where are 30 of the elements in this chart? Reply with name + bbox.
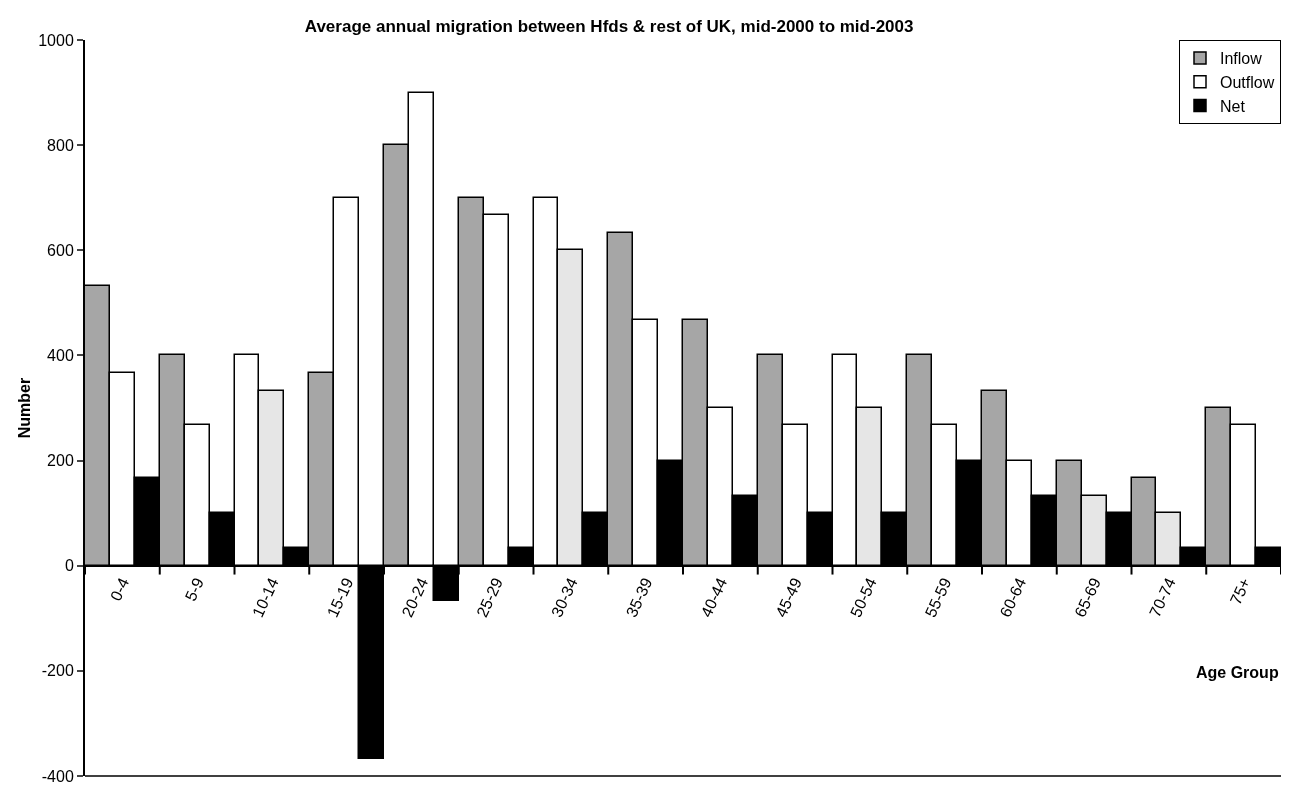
x-tick-label: 75+ — [1226, 575, 1254, 608]
x-tick-label: 65-69 — [1071, 575, 1105, 620]
y-tick-label: -400 — [41, 767, 74, 785]
y-tick-label: -200 — [41, 662, 74, 680]
y-tick-label: 600 — [47, 241, 74, 259]
y-axis-title: Number — [15, 377, 33, 439]
x-tick-label: 35-39 — [622, 575, 656, 620]
x-tick-label: 5-9 — [181, 575, 208, 604]
x-tick-label: 45-49 — [772, 575, 806, 620]
x-tick-label: 25-29 — [473, 575, 507, 620]
y-tick-label: 800 — [47, 136, 74, 154]
legend-label: Outflow — [1220, 73, 1275, 91]
x-tick-label: 10-14 — [249, 575, 282, 620]
y-tick-label: 200 — [47, 452, 74, 470]
x-tick-label: 15-19 — [323, 575, 357, 620]
x-tick-label: 50-54 — [847, 575, 880, 620]
x-tick-label: 40-44 — [697, 575, 731, 620]
legend-label: Net — [1220, 97, 1246, 115]
x-tick-label: 20-24 — [398, 575, 432, 620]
x-axis-title: Age Group — [1196, 664, 1279, 681]
x-tick-label: 0-4 — [107, 575, 133, 604]
y-tick-label: 0 — [64, 557, 74, 575]
y-tick-label: 400 — [47, 347, 74, 365]
x-tick-label: 70-74 — [1146, 575, 1179, 620]
x-tick-label: 55-59 — [921, 575, 955, 620]
y-tick-label: 1000 — [38, 31, 74, 49]
chart-title: Average annual migration between Hfds & rest of UK, mid-2000 to mid-2003 — [304, 16, 914, 36]
x-tick-label: 30-34 — [548, 575, 581, 620]
x-tick-label: 60-64 — [996, 575, 1030, 620]
legend-label: Inflow — [1220, 50, 1263, 68]
